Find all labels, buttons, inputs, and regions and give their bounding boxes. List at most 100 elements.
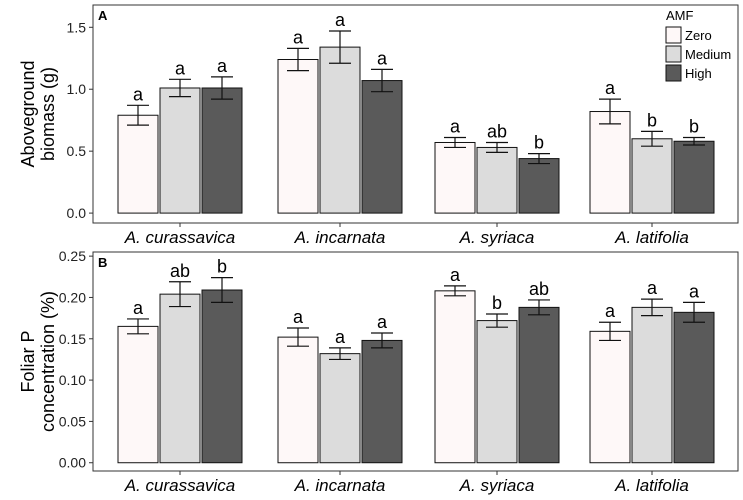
bar-zero [277,336,319,464]
bar-zero [277,59,319,214]
error-bar [599,98,621,125]
significance-letter: b [689,117,699,137]
x-tick-label: A. curassavica [124,476,236,495]
significance-letter: a [133,298,144,318]
x-tick-label: A. incarnata [294,476,386,495]
y-tick-label: 0.10 [59,372,86,388]
bar-medium [159,87,201,214]
panel-label: B [98,255,107,270]
error-bar [371,68,393,93]
significance-letter: a [647,278,658,298]
significance-letter: a [175,58,186,78]
y-tick-label: 0.15 [59,331,86,347]
legend-swatch-high [665,64,682,82]
error-bar [444,285,466,297]
error-bar [211,76,233,100]
error-bar [683,136,705,146]
y-tick-label: 1.5 [67,19,87,35]
error-bar [528,153,550,165]
significance-letter: a [293,27,304,47]
y-tick-label: 0.5 [67,143,87,159]
bar-high [518,158,560,214]
y-axis-label-line: biomass (g) [38,67,58,161]
x-tick-label: A. incarnata [294,228,386,247]
y-axis-label: Foliar Pconcentration (%) [18,291,58,432]
significance-letter: a [605,301,616,321]
bar-medium [631,306,673,464]
panel-B: B 0.00 0.05 0.10 0.15 0.20 0.25 Foliar Pconcent… [18,248,739,495]
significance-letter: ab [487,121,507,141]
error-bar [169,281,191,308]
error-bar [127,104,149,126]
y-tick-label: 0.0 [67,205,87,221]
error-bar [528,299,550,316]
panel-label: A [98,8,108,23]
legend-label: Medium [685,47,731,62]
bar-medium [159,293,201,464]
legend-label: Zero [685,28,712,43]
significance-letter: b [492,293,502,313]
bar-high [361,339,403,464]
significance-letter: b [534,133,544,153]
bar-zero [589,111,631,214]
significance-letter: ab [170,261,190,281]
bar-zero [117,325,159,464]
bar-medium [319,46,361,214]
bar-zero [589,330,631,464]
y-tick-label: 0.20 [59,289,86,305]
error-bar [486,313,508,328]
significance-letter: a [450,117,461,137]
error-bar [169,78,191,98]
error-bar [287,47,309,72]
bar-high [673,311,715,464]
bar-medium [476,320,518,464]
bar-high [361,80,403,214]
error-bar [683,301,705,323]
error-bar [486,141,508,153]
y-axis-label-line: concentration (%) [38,291,58,432]
error-bar [599,321,621,342]
error-bar [641,298,663,317]
error-bar [641,130,663,147]
bar-high [201,289,243,464]
error-bar [287,327,309,347]
error-bar [329,30,351,64]
y-axis-label-line: Foliar P [18,330,38,392]
bar-medium [476,146,518,214]
bar-zero [117,114,159,214]
bar-medium [631,138,673,214]
x-tick-label: A. curassavica [124,228,236,247]
y-tick-label: 0.05 [59,413,86,429]
y-tick-label: 0.25 [59,248,86,264]
y-tick-label: 0.00 [59,455,86,471]
significance-letter: a [293,307,304,327]
legend-title: AMF [666,8,694,23]
bar-medium [319,353,361,464]
y-axis-label-line: Aboveground [18,60,38,167]
legend-swatch-medium [665,45,682,63]
error-bar [444,136,466,149]
legend: AMF Zero Medium High [665,8,731,82]
significance-letter: a [689,281,700,301]
bar-zero [434,290,476,464]
significance-letter: a [133,84,144,104]
significance-letter: b [217,257,227,277]
significance-letter: b [647,110,657,130]
bar-high [201,87,243,214]
x-tick-label: A. syriaca [459,228,535,247]
significance-letter: a [450,265,461,285]
legend-label: High [685,66,712,81]
x-tick-label: A. latifolia [614,476,689,495]
bar-high [518,306,560,464]
bar-zero [434,141,476,214]
x-tick-label: A. latifolia [614,228,689,247]
plot-frame [92,251,739,472]
significance-letter: ab [529,279,549,299]
error-bar [329,347,351,361]
legend-swatch-zero [665,26,682,44]
error-bar [211,277,233,304]
bar-high [673,140,715,214]
x-tick-label: A. syriaca [459,476,535,495]
plot-frame [92,4,739,224]
